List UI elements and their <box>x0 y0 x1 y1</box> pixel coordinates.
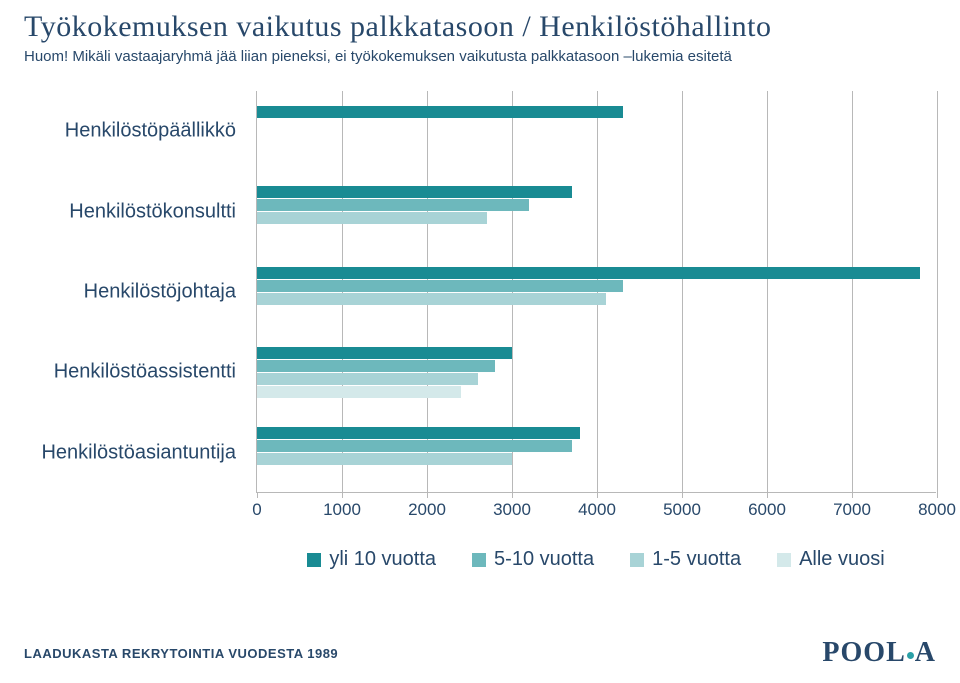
bar <box>257 106 623 118</box>
category-label: Henkilöstöassistentti <box>24 361 246 384</box>
legend-item: Alle vuosi <box>777 548 885 571</box>
brand-logo: POOL A <box>822 637 936 669</box>
legend-swatch <box>777 553 791 567</box>
logo-text-left: POOL <box>822 637 905 669</box>
x-tick-label: 4000 <box>578 500 616 520</box>
category-label: Henkilöstöasiantuntija <box>24 441 246 464</box>
bar <box>257 293 606 305</box>
x-tick-label: 0 <box>252 500 261 520</box>
legend-swatch <box>630 553 644 567</box>
legend-label: yli 10 vuotta <box>329 548 436 571</box>
bar-group <box>257 106 936 157</box>
x-tick-label: 2000 <box>408 500 446 520</box>
x-tickmark <box>937 492 938 498</box>
legend-label: 1-5 vuotta <box>652 548 741 571</box>
bar <box>257 427 580 439</box>
legend-label: 5-10 vuotta <box>494 548 594 571</box>
bar <box>257 360 495 372</box>
chart: 010002000300040005000600070008000 Henkil… <box>24 91 936 571</box>
bar <box>257 347 512 359</box>
category-label: Henkilöstöjohtaja <box>24 281 246 304</box>
bar-group <box>257 347 936 398</box>
x-tick-label: 3000 <box>493 500 531 520</box>
bar <box>257 212 487 224</box>
bar <box>257 280 623 292</box>
legend-item: 5-10 vuotta <box>472 548 594 571</box>
legend-label: Alle vuosi <box>799 548 885 571</box>
x-tickmark <box>427 492 428 498</box>
footer-tagline: LAADUKASTA REKRYTOINTIA VUODESTA 1989 <box>24 646 338 661</box>
legend-swatch <box>307 553 321 567</box>
chart-subtitle: Huom! Mikäli vastaajaryhmä jää liian pie… <box>24 48 936 65</box>
bar-group <box>257 186 936 237</box>
slide: Työkokemuksen vaikutus palkkatasoon / He… <box>0 0 960 683</box>
x-tickmark <box>852 492 853 498</box>
footer: LAADUKASTA REKRYTOINTIA VUODESTA 1989 PO… <box>24 637 936 669</box>
chart-title: Työkokemuksen vaikutus palkkatasoon / He… <box>24 10 936 44</box>
bar <box>257 373 478 385</box>
x-tickmark <box>682 492 683 498</box>
logo-dot-icon <box>907 652 914 659</box>
bar <box>257 186 572 198</box>
bar <box>257 386 461 398</box>
gridline <box>937 91 938 492</box>
bar <box>257 199 529 211</box>
category-label: Henkilöstöpäällikkö <box>24 120 246 143</box>
bar <box>257 453 512 465</box>
bar <box>257 440 572 452</box>
x-tickmark <box>342 492 343 498</box>
bar-group <box>257 267 936 318</box>
logo-text-right: A <box>915 637 936 669</box>
x-tickmark <box>512 492 513 498</box>
category-label: Henkilöstökonsultti <box>24 200 246 223</box>
legend-item: yli 10 vuotta <box>307 548 436 571</box>
legend: yli 10 vuotta 5-10 vuotta 1-5 vuotta Alle v… <box>256 548 936 571</box>
x-tickmark <box>767 492 768 498</box>
legend-swatch <box>472 553 486 567</box>
x-tick-label: 5000 <box>663 500 701 520</box>
x-tickmark <box>597 492 598 498</box>
bar <box>257 267 920 279</box>
bar-group <box>257 427 936 478</box>
x-tick-label: 6000 <box>748 500 786 520</box>
x-tick-label: 1000 <box>323 500 361 520</box>
plot-area: 010002000300040005000600070008000 <box>256 91 936 493</box>
x-tickmark <box>257 492 258 498</box>
legend-item: 1-5 vuotta <box>630 548 741 571</box>
x-tick-label: 8000 <box>918 500 956 520</box>
x-tick-label: 7000 <box>833 500 871 520</box>
